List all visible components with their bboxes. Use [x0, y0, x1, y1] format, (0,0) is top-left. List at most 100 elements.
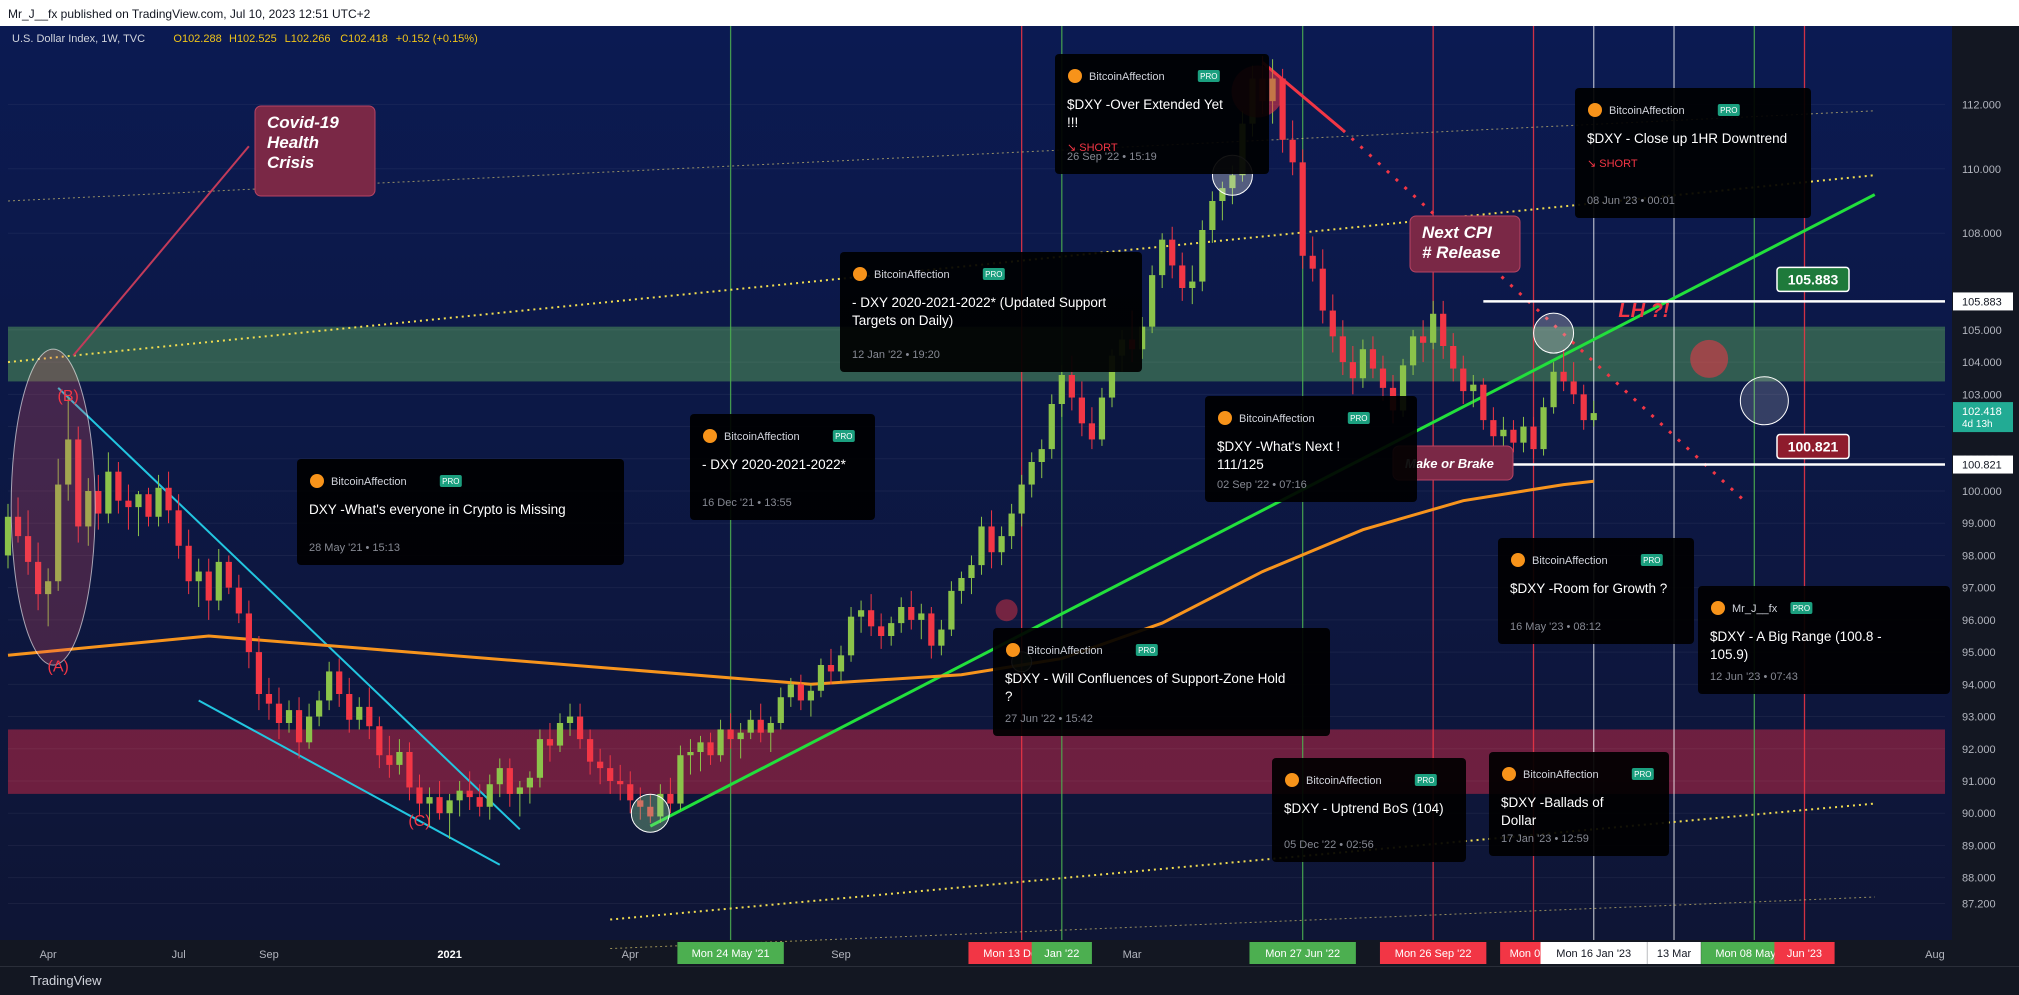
candle-body [1309, 255, 1316, 269]
candle [45, 568, 52, 627]
idea-card[interactable]: BitcoinAffection PRO $DXY -What's Next ! 11… [1205, 396, 1417, 502]
candle [115, 462, 122, 514]
candle-body [235, 587, 242, 614]
idea-title: $DXY -Ballads of [1501, 795, 1604, 810]
price-tick-label: 89.000 [1962, 840, 1996, 852]
price-tick-label: 103.000 [1962, 389, 2002, 401]
pro-badge-text: PRO [985, 270, 1002, 279]
idea-card[interactable]: BitcoinAffection PRO $DXY - Close up 1HR D… [1575, 88, 1811, 218]
candle-body [526, 777, 533, 788]
pro-badge [1640, 554, 1663, 566]
candle [1520, 416, 1527, 453]
candle [416, 774, 423, 817]
idea-card[interactable]: BitcoinAffection PRO - DXY 2020-2021-2022*… [840, 252, 1142, 372]
ohlc-value: +0.152 (+0.15%) [396, 33, 478, 45]
candle-body [115, 471, 122, 501]
candle-body [305, 716, 313, 743]
idea-card[interactable]: BitcoinAffection PRO $DXY -Ballads of Dolla… [1489, 752, 1669, 856]
idea-card[interactable]: Mr_J__fx PRO $DXY - A Big Range (100.8 - 10… [1698, 586, 1950, 694]
candle [978, 516, 985, 575]
candle-body [476, 797, 483, 807]
date-marker-tag [1031, 942, 1092, 964]
idea-card[interactable]: BitcoinAffection PRO DXY -What's everyone … [297, 459, 624, 565]
candle [1480, 378, 1487, 430]
pro-badge-text: PRO [1350, 414, 1367, 423]
candle [1540, 397, 1547, 456]
last-price-countdown: 4d 13h [1962, 419, 1993, 430]
price-tick-label: 110.000 [1962, 164, 2001, 176]
candle-body [65, 439, 72, 485]
candle-body [195, 571, 202, 582]
date-marker-tag [1379, 942, 1487, 964]
idea-date: 08 Jun '23 • 00:01 [1587, 195, 1675, 207]
candle-body [1399, 365, 1407, 411]
idea-date: 28 May '21 • 15:13 [309, 542, 400, 554]
price-level-callout [1776, 266, 1850, 293]
candle [1570, 362, 1577, 404]
idea-title: $DXY -Over Extended Yet [1067, 97, 1223, 112]
candle [607, 755, 614, 794]
candle [1179, 252, 1186, 301]
idea-author: BitcoinAffection [1306, 775, 1382, 787]
idea-title: $DXY - Will Confluences of Support-Zone … [1005, 671, 1285, 686]
candle-body [1078, 397, 1085, 424]
date-marker-label: Mon 08 May '23 [1715, 948, 1793, 960]
candle [717, 719, 724, 762]
candle-body [516, 787, 523, 794]
pro-badge [1631, 768, 1654, 780]
candle-body [837, 655, 845, 672]
symbol-name: U.S. Dollar Index, 1W, TVC [12, 33, 145, 45]
candle [667, 777, 674, 814]
wave-label: LH ?! [1618, 300, 1669, 322]
price-tick-label: 98.000 [1962, 550, 1996, 562]
bitcoin-icon [853, 267, 867, 281]
candle [526, 771, 533, 804]
idea-card[interactable]: BitcoinAffection PRO $DXY - Uptrend BoS (1… [1272, 758, 1466, 862]
idea-card[interactable]: BitcoinAffection PRO $DXY - Will Confluenc… [993, 628, 1330, 736]
candle-body [1279, 78, 1286, 140]
covid-swing-ellipse [10, 348, 96, 666]
pro-badge-text: PRO [835, 432, 852, 441]
idea-title: $DXY - Uptrend BoS (104) [1284, 801, 1444, 816]
idea-card[interactable]: BitcoinAffection PRO - DXY 2020-2021-2022*… [690, 414, 875, 520]
candle [1510, 420, 1517, 453]
time-tick-label: Sep [259, 949, 279, 961]
idea-author: BitcoinAffection [1532, 555, 1608, 567]
candle-body [757, 719, 764, 733]
candle-body [988, 526, 995, 553]
candle [998, 526, 1005, 566]
ohlc-value: C102.418 [340, 33, 388, 45]
candle [1319, 249, 1326, 324]
price-level-tag [1953, 292, 2013, 311]
idea-date: 16 May '23 • 08:12 [1510, 621, 1601, 633]
candle [245, 600, 252, 669]
idea-card[interactable]: BitcoinAffection PRO $DXY -Over Extended Y… [1055, 54, 1269, 174]
annotation-line: Covid-19 [267, 113, 339, 132]
candle-body [326, 671, 333, 701]
candle-body [496, 768, 503, 785]
candle [316, 690, 323, 727]
candle [516, 781, 523, 817]
uptrend-line [649, 193, 1876, 828]
candle [396, 739, 403, 775]
candle [747, 710, 754, 740]
pro-badge [439, 475, 462, 487]
candle [1349, 346, 1356, 395]
idea-tag: ↘ SHORT [1067, 142, 1118, 154]
idea-card[interactable]: BitcoinAffection PRO $DXY -Room for Growth… [1498, 538, 1694, 644]
candle-body [75, 439, 82, 527]
idea-card-bg [1055, 54, 1269, 174]
time-tick-label: Apr [40, 949, 57, 961]
candle [426, 787, 433, 827]
idea-title: ? [1005, 689, 1013, 704]
candle-body [456, 790, 463, 801]
candle-body [586, 739, 594, 762]
idea-date: 16 Dec '21 • 13:55 [702, 497, 792, 509]
candle-body [1379, 368, 1387, 388]
candle [175, 494, 182, 559]
bitcoin-icon [703, 429, 717, 443]
price-tick-label: 108.000 [1962, 228, 2002, 240]
candle-body [426, 797, 433, 804]
candle [326, 661, 333, 711]
